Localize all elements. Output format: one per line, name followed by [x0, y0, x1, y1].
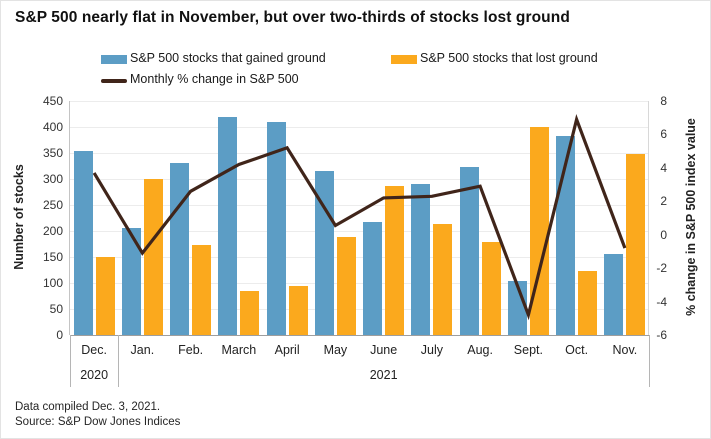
bar-lost: [288, 286, 308, 335]
left-axis-tick-label: 250: [42, 198, 63, 212]
right-axis-tick-label: 2: [660, 194, 667, 209]
bar-gained: [556, 136, 576, 335]
bar-lost: [626, 153, 646, 335]
bar-lost: [336, 237, 356, 335]
chart-title: S&P 500 nearly flat in November, but ove…: [15, 9, 570, 26]
left-axis-tick-label: 450: [42, 94, 63, 108]
bar-lost: [95, 257, 115, 335]
left-axis-tick-label: 100: [42, 276, 63, 290]
lost-swatch-icon: [391, 55, 417, 64]
bar-gained: [170, 163, 190, 335]
left-axis-tick-label: 150: [42, 250, 63, 264]
left-axis-tick-label: 200: [42, 224, 63, 238]
x-axis-month-label: May: [323, 343, 348, 357]
gained-swatch-icon: [101, 55, 127, 64]
line-swatch-icon: [101, 79, 127, 83]
x-axis-year-label: 2020: [80, 368, 109, 382]
footnote: Data compiled Dec. 3, 2021. Source: S&P …: [15, 400, 180, 430]
x-axis-month-label: Dec.: [81, 343, 107, 357]
x-axis-month-label: Oct.: [565, 343, 589, 357]
x-axis-month-label: Jan.: [130, 343, 155, 357]
x-axis-month-label: July: [420, 343, 443, 357]
bar-lost: [143, 179, 163, 335]
left-axis-tick-label: 0: [56, 328, 63, 342]
x-axis-divider: [69, 335, 71, 387]
bar-lost: [578, 271, 598, 335]
left-axis-tick-label: 400: [42, 120, 63, 134]
bar-gained: [507, 280, 527, 335]
bar-lost: [481, 242, 501, 335]
bar-gained: [411, 184, 431, 335]
footnote-compiled: Data compiled Dec. 3, 2021.: [15, 401, 161, 413]
x-axis-month-label: Aug.: [467, 343, 493, 357]
right-axis-tick-label: -6: [656, 328, 667, 342]
left-axis-tick-label: 50: [49, 302, 63, 316]
left-axis-tick-label: 350: [42, 146, 63, 160]
gridline: [70, 334, 649, 336]
x-axis-divider: [117, 335, 119, 387]
bar-lost: [240, 290, 260, 335]
x-axis-month-label: June: [370, 343, 398, 357]
right-axis-tick-label: 8: [660, 94, 667, 108]
footnote-source: Source: S&P Dow Jones Indices: [15, 416, 181, 429]
x-axis-month-label: Sept.: [513, 343, 543, 357]
left-axis-tick-label: 300: [42, 172, 63, 186]
bar-gained: [121, 227, 141, 335]
right-axis-tick-label: -4: [656, 294, 667, 309]
legend-label-gained: S&P 500 stocks that gained ground: [130, 51, 326, 65]
gridline: [70, 126, 649, 128]
bar-gained: [73, 151, 93, 335]
plot-area: [69, 100, 649, 336]
x-axis-month-label: Feb.: [178, 343, 204, 357]
bar-lost: [192, 245, 212, 335]
bar-gained: [604, 253, 624, 335]
gridline: [70, 100, 649, 102]
bar-lost: [385, 185, 405, 335]
right-axis-tick-label: 4: [660, 160, 667, 175]
right-axis-tick-label: 6: [660, 127, 667, 142]
right-axis-tick-label: -2: [656, 261, 667, 276]
right-axis-tick-label: 0: [660, 227, 667, 242]
x-axis-divider: [648, 335, 650, 387]
bar-gained: [363, 222, 383, 335]
bar-gained: [218, 116, 238, 335]
legend-label-lost: S&P 500 stocks that lost ground: [420, 51, 598, 65]
bar-gained: [459, 166, 479, 335]
bar-lost: [433, 224, 453, 335]
x-axis-year-label: 2021: [369, 368, 398, 382]
left-axis-line: [69, 101, 70, 335]
right-axis-title: % change in S&P 500 index value: [684, 118, 698, 316]
legend-label-pct-change: Monthly % change in S&P 500: [130, 72, 299, 86]
bar-gained: [314, 170, 334, 335]
bar-gained: [266, 121, 286, 335]
bar-lost: [529, 127, 549, 335]
x-axis-month-label: Nov.: [612, 343, 638, 357]
x-axis-month-label: March: [221, 343, 257, 357]
x-axis-month-label: April: [274, 343, 300, 357]
right-axis-line: [648, 101, 649, 335]
